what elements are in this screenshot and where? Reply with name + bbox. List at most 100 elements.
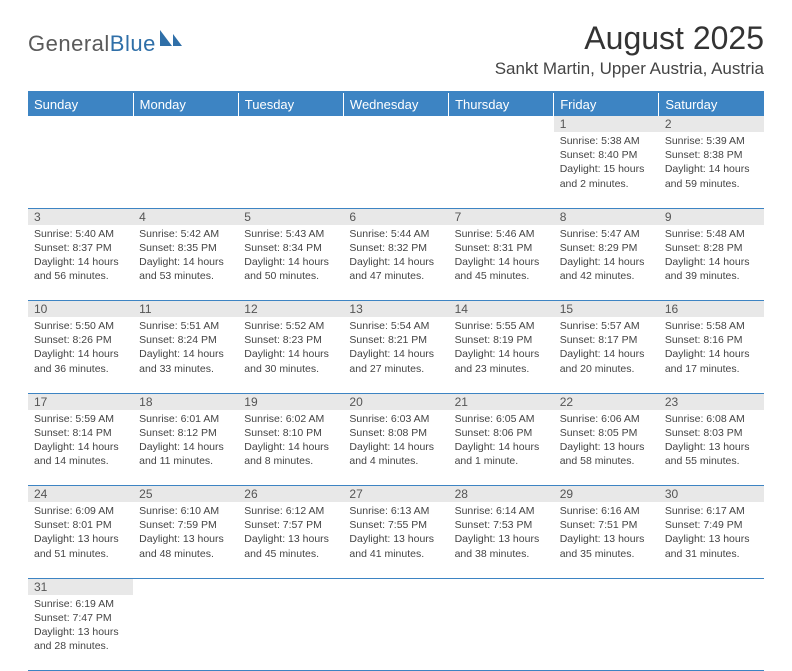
sail-icon bbox=[158, 28, 184, 53]
day-detail: Sunrise: 5:54 AMSunset: 8:21 PMDaylight:… bbox=[343, 317, 448, 393]
header: GeneralBlue August 2025 Sankt Martin, Up… bbox=[28, 20, 764, 79]
logo-blue-text: Blue bbox=[110, 31, 156, 56]
day-detail bbox=[133, 595, 238, 671]
day-number bbox=[238, 578, 343, 595]
day-detail: Sunrise: 6:17 AMSunset: 7:49 PMDaylight:… bbox=[659, 502, 764, 578]
day-number: 28 bbox=[449, 486, 554, 503]
day-number: 25 bbox=[133, 486, 238, 503]
day-number: 11 bbox=[133, 301, 238, 318]
day-number: 27 bbox=[343, 486, 448, 503]
detail-row: Sunrise: 6:19 AMSunset: 7:47 PMDaylight:… bbox=[28, 595, 764, 671]
day-number: 5 bbox=[238, 208, 343, 225]
day-number: 18 bbox=[133, 393, 238, 410]
day-number bbox=[238, 116, 343, 132]
day-number: 15 bbox=[554, 301, 659, 318]
day-number: 8 bbox=[554, 208, 659, 225]
title-block: August 2025 Sankt Martin, Upper Austria,… bbox=[495, 20, 764, 79]
day-number: 4 bbox=[133, 208, 238, 225]
day-detail bbox=[238, 595, 343, 671]
day-detail: Sunrise: 6:02 AMSunset: 8:10 PMDaylight:… bbox=[238, 410, 343, 486]
day-detail: Sunrise: 5:52 AMSunset: 8:23 PMDaylight:… bbox=[238, 317, 343, 393]
day-detail: Sunrise: 5:46 AMSunset: 8:31 PMDaylight:… bbox=[449, 225, 554, 301]
col-thursday: Thursday bbox=[449, 92, 554, 116]
day-detail: Sunrise: 6:09 AMSunset: 8:01 PMDaylight:… bbox=[28, 502, 133, 578]
day-detail: Sunrise: 6:01 AMSunset: 8:12 PMDaylight:… bbox=[133, 410, 238, 486]
day-detail: Sunrise: 5:38 AMSunset: 8:40 PMDaylight:… bbox=[554, 132, 659, 208]
day-detail: Sunrise: 6:16 AMSunset: 7:51 PMDaylight:… bbox=[554, 502, 659, 578]
detail-row: Sunrise: 5:40 AMSunset: 8:37 PMDaylight:… bbox=[28, 225, 764, 301]
day-number: 29 bbox=[554, 486, 659, 503]
day-detail: Sunrise: 5:55 AMSunset: 8:19 PMDaylight:… bbox=[449, 317, 554, 393]
day-number: 9 bbox=[659, 208, 764, 225]
col-monday: Monday bbox=[133, 92, 238, 116]
day-detail: Sunrise: 5:48 AMSunset: 8:28 PMDaylight:… bbox=[659, 225, 764, 301]
day-detail: Sunrise: 6:10 AMSunset: 7:59 PMDaylight:… bbox=[133, 502, 238, 578]
day-number bbox=[659, 578, 764, 595]
day-number bbox=[449, 116, 554, 132]
day-detail bbox=[449, 132, 554, 208]
day-detail: Sunrise: 6:13 AMSunset: 7:55 PMDaylight:… bbox=[343, 502, 448, 578]
detail-row: Sunrise: 6:09 AMSunset: 8:01 PMDaylight:… bbox=[28, 502, 764, 578]
col-sunday: Sunday bbox=[28, 92, 133, 116]
day-detail: Sunrise: 5:51 AMSunset: 8:24 PMDaylight:… bbox=[133, 317, 238, 393]
col-saturday: Saturday bbox=[659, 92, 764, 116]
day-number: 12 bbox=[238, 301, 343, 318]
day-detail bbox=[238, 132, 343, 208]
day-number: 17 bbox=[28, 393, 133, 410]
day-number: 6 bbox=[343, 208, 448, 225]
day-detail bbox=[28, 132, 133, 208]
day-detail bbox=[554, 595, 659, 671]
daynum-row: 17181920212223 bbox=[28, 393, 764, 410]
detail-row: Sunrise: 5:59 AMSunset: 8:14 PMDaylight:… bbox=[28, 410, 764, 486]
day-number: 19 bbox=[238, 393, 343, 410]
day-detail: Sunrise: 5:47 AMSunset: 8:29 PMDaylight:… bbox=[554, 225, 659, 301]
day-number: 21 bbox=[449, 393, 554, 410]
day-number: 10 bbox=[28, 301, 133, 318]
day-detail: Sunrise: 5:58 AMSunset: 8:16 PMDaylight:… bbox=[659, 317, 764, 393]
daynum-row: 10111213141516 bbox=[28, 301, 764, 318]
day-detail bbox=[133, 132, 238, 208]
day-number bbox=[554, 578, 659, 595]
logo: GeneralBlue bbox=[28, 28, 184, 59]
calendar-table: Sunday Monday Tuesday Wednesday Thursday… bbox=[28, 91, 764, 671]
day-number: 2 bbox=[659, 116, 764, 132]
day-number: 31 bbox=[28, 578, 133, 595]
day-number: 7 bbox=[449, 208, 554, 225]
day-number bbox=[28, 116, 133, 132]
day-detail: Sunrise: 5:59 AMSunset: 8:14 PMDaylight:… bbox=[28, 410, 133, 486]
day-number bbox=[133, 116, 238, 132]
day-number: 26 bbox=[238, 486, 343, 503]
day-detail: Sunrise: 5:50 AMSunset: 8:26 PMDaylight:… bbox=[28, 317, 133, 393]
detail-row: Sunrise: 5:38 AMSunset: 8:40 PMDaylight:… bbox=[28, 132, 764, 208]
month-title: August 2025 bbox=[495, 20, 764, 57]
day-detail: Sunrise: 5:42 AMSunset: 8:35 PMDaylight:… bbox=[133, 225, 238, 301]
day-number: 23 bbox=[659, 393, 764, 410]
day-detail: Sunrise: 5:57 AMSunset: 8:17 PMDaylight:… bbox=[554, 317, 659, 393]
day-detail bbox=[449, 595, 554, 671]
day-detail: Sunrise: 6:12 AMSunset: 7:57 PMDaylight:… bbox=[238, 502, 343, 578]
day-detail: Sunrise: 5:39 AMSunset: 8:38 PMDaylight:… bbox=[659, 132, 764, 208]
calendar-body: 12Sunrise: 5:38 AMSunset: 8:40 PMDayligh… bbox=[28, 116, 764, 671]
detail-row: Sunrise: 5:50 AMSunset: 8:26 PMDaylight:… bbox=[28, 317, 764, 393]
day-number bbox=[343, 578, 448, 595]
day-number: 20 bbox=[343, 393, 448, 410]
day-detail bbox=[659, 595, 764, 671]
weekday-header-row: Sunday Monday Tuesday Wednesday Thursday… bbox=[28, 92, 764, 116]
col-wednesday: Wednesday bbox=[343, 92, 448, 116]
day-number bbox=[343, 116, 448, 132]
col-friday: Friday bbox=[554, 92, 659, 116]
day-detail: Sunrise: 6:06 AMSunset: 8:05 PMDaylight:… bbox=[554, 410, 659, 486]
col-tuesday: Tuesday bbox=[238, 92, 343, 116]
daynum-row: 24252627282930 bbox=[28, 486, 764, 503]
day-number bbox=[133, 578, 238, 595]
day-number: 3 bbox=[28, 208, 133, 225]
day-number: 13 bbox=[343, 301, 448, 318]
day-number: 16 bbox=[659, 301, 764, 318]
day-number: 1 bbox=[554, 116, 659, 132]
day-number: 30 bbox=[659, 486, 764, 503]
day-detail bbox=[343, 595, 448, 671]
day-detail: Sunrise: 6:19 AMSunset: 7:47 PMDaylight:… bbox=[28, 595, 133, 671]
day-detail bbox=[343, 132, 448, 208]
day-detail: Sunrise: 6:08 AMSunset: 8:03 PMDaylight:… bbox=[659, 410, 764, 486]
daynum-row: 12 bbox=[28, 116, 764, 132]
